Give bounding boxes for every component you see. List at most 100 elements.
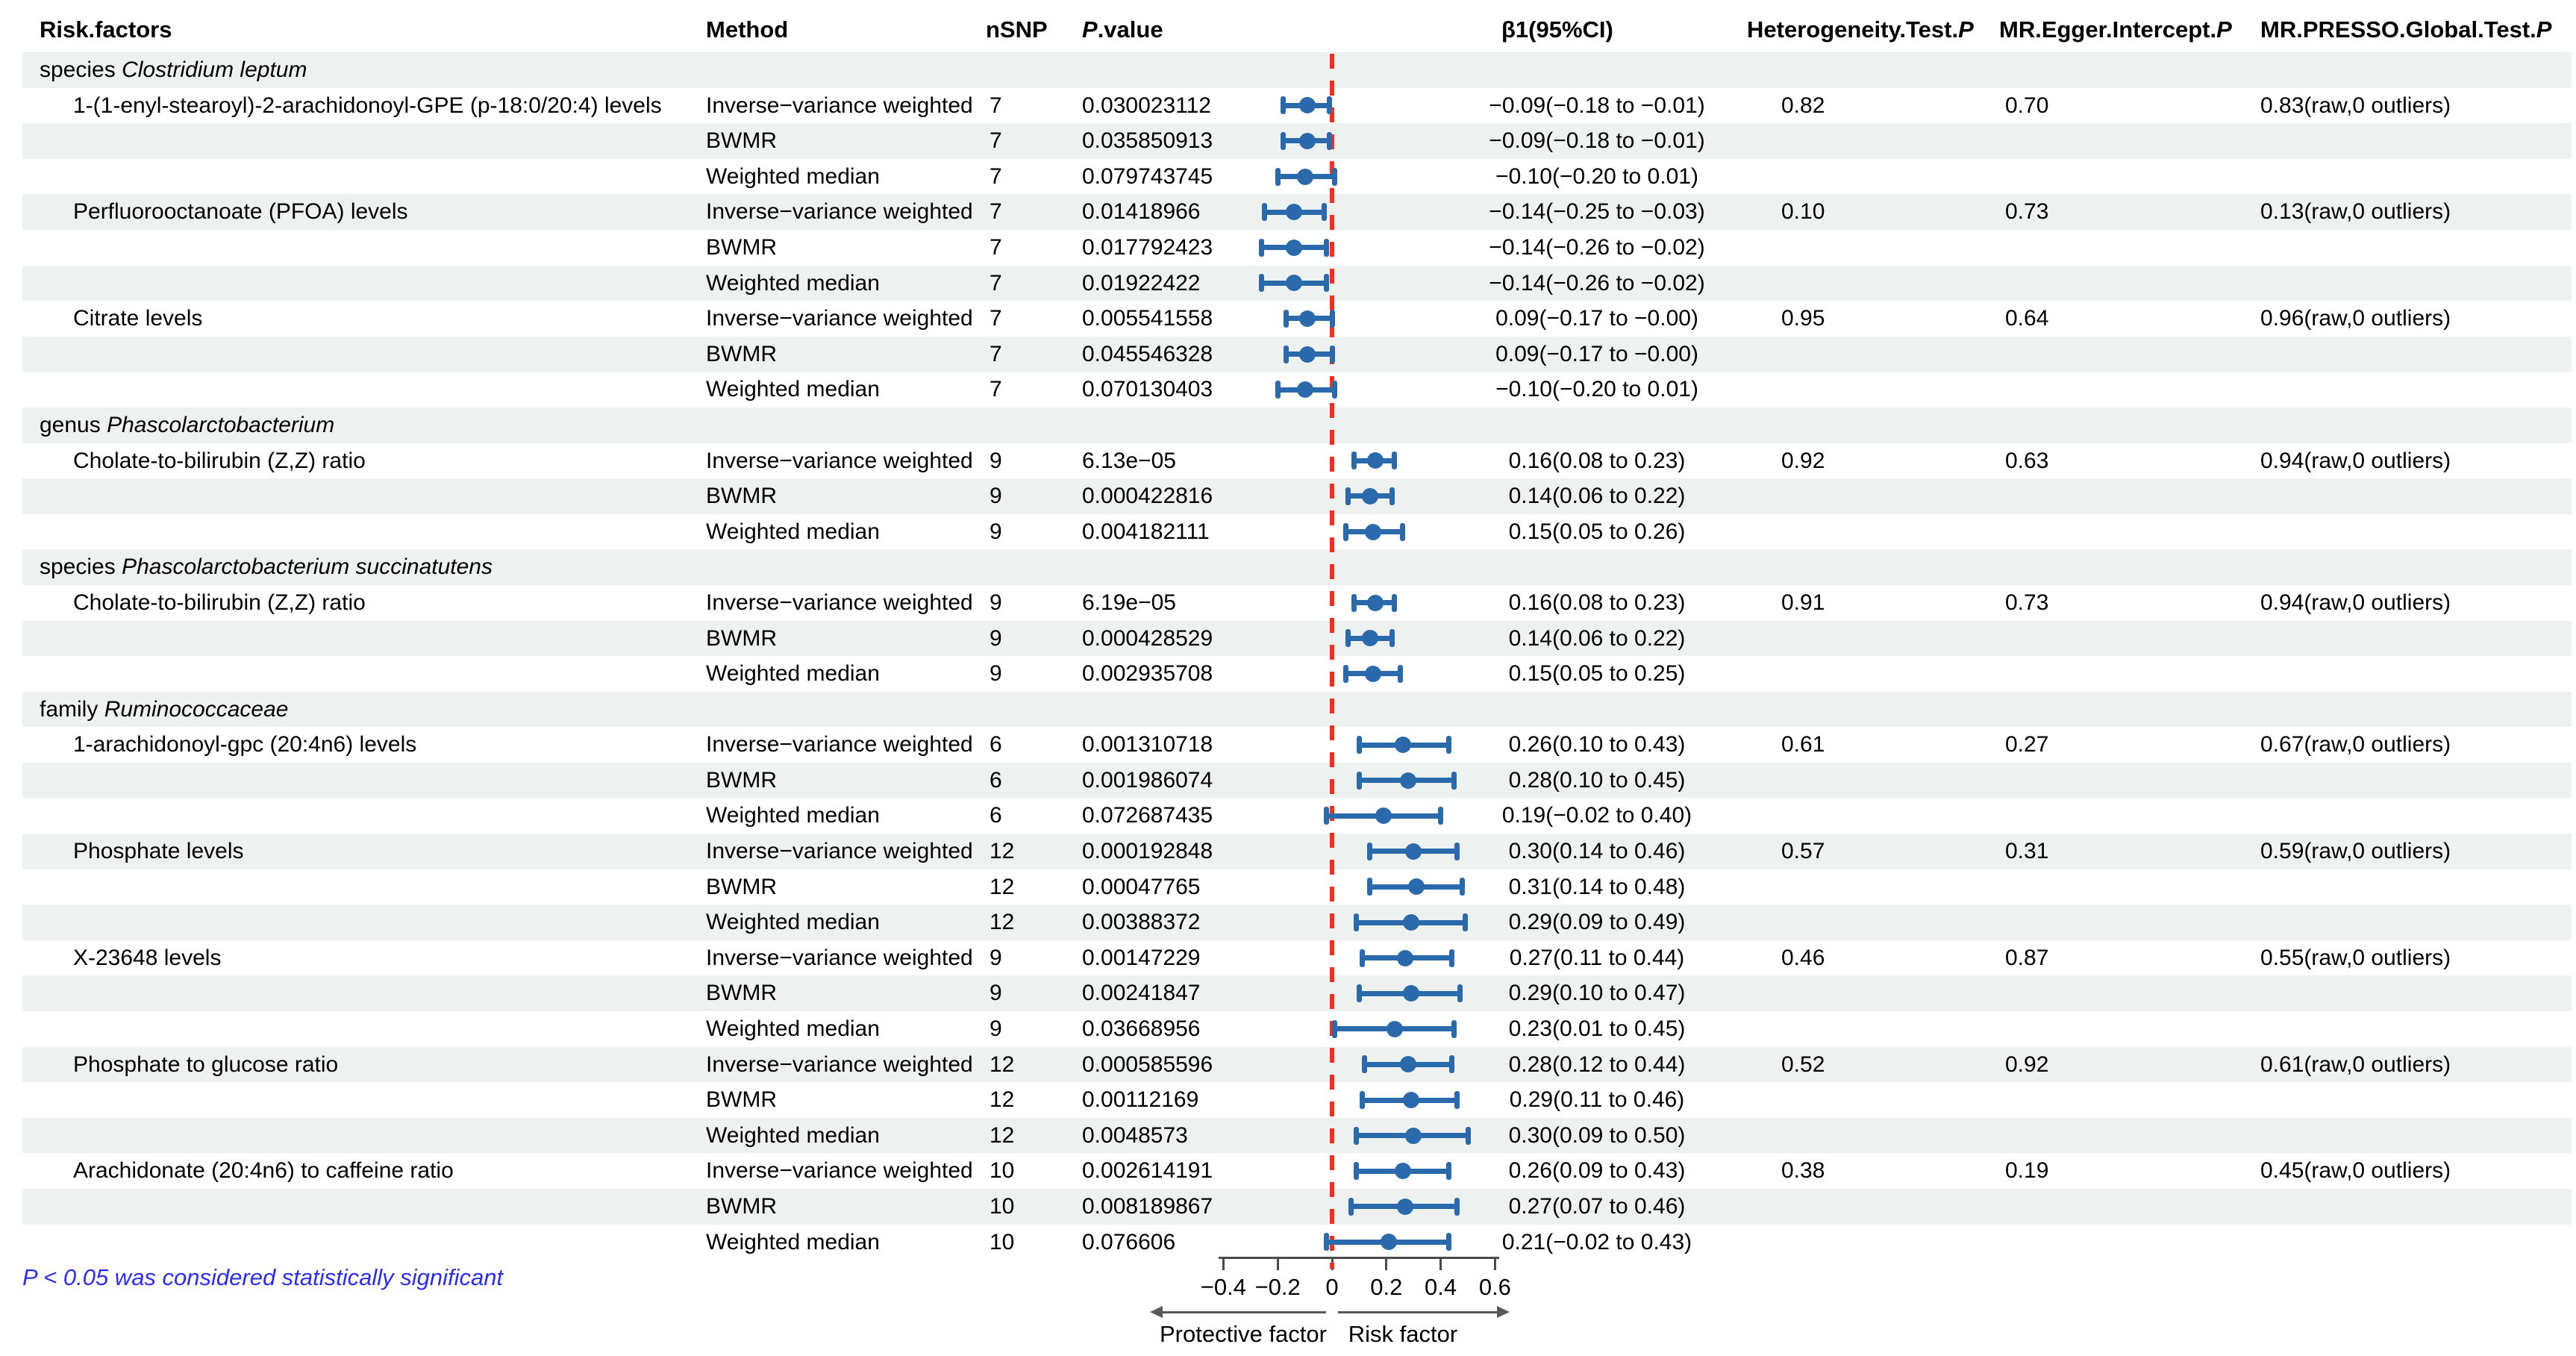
beta-ci-text: 0.23(0.01 to 0.45): [1508, 1016, 1686, 1042]
ci-cap-high: [1332, 167, 1338, 186]
egger-italic-p: P: [2216, 16, 2232, 43]
het-prefix: Heterogeneity.Test.: [1747, 16, 1959, 43]
ci-cap-high: [1460, 878, 1466, 896]
pvalue-value: 0.002935708: [1082, 661, 1213, 687]
x-axis-line: [1219, 1257, 1499, 1259]
egger-intercept-p-value: 0.87: [2005, 945, 2049, 970]
pvalue-value: 0.000428529: [1082, 625, 1213, 651]
method-label: Inverse−variance weighted: [706, 199, 973, 225]
presso-italic-p: P: [2536, 16, 2552, 43]
table-row: BWMR 9 0.000428529 0.14(0.06 to 0.22): [0, 620, 2576, 657]
ci-cap-high: [1397, 664, 1403, 683]
ci-cap-low: [1354, 1126, 1360, 1145]
group-row: species Phascolarctobacterium succinatut…: [0, 549, 2576, 585]
table-row: X-23648 levels Inverse−variance weighted 9…: [0, 940, 2576, 976]
table-row: 1-(1-enyl-stearoyl)-2-arachidonoyl-GPE (…: [0, 88, 2576, 124]
col-header-egger: MR.Egger.Intercept.P: [1999, 16, 2232, 43]
egger-intercept-p-value: 0.70: [2005, 93, 2049, 118]
pvalue-value: 0.00147229: [1082, 945, 1201, 970]
ci-marker: [1157, 1189, 1515, 1225]
pvalue-value: 0.076606: [1082, 1229, 1176, 1255]
ci-cap-low: [1345, 629, 1351, 648]
ci-cap-low: [1280, 131, 1286, 150]
method-label: BWMR: [706, 484, 777, 509]
ci-cap-low: [1367, 842, 1373, 860]
ci-cap-high: [1451, 771, 1457, 790]
presso-global-p-value: 0.55(raw,0 outliers): [2260, 945, 2451, 970]
beta-ci-text: 0.29(0.11 to 0.46): [1509, 1087, 1685, 1113]
point-estimate-dot: [1397, 1198, 1414, 1215]
table-row: Citrate levels Inverse−variance weighted 7…: [0, 301, 2576, 337]
nsnp-value: 6: [990, 732, 1002, 757]
col-header-presso: MR.PRESSO.Global.Test.P: [2260, 16, 2551, 43]
method-label: Weighted median: [706, 519, 880, 544]
ci-marker: [1157, 1225, 1515, 1260]
pvalue-value: 0.00241847: [1082, 981, 1201, 1006]
method-label: Inverse−variance weighted: [706, 1158, 973, 1184]
nsnp-value: 7: [990, 270, 1002, 296]
ci-cap-high: [1451, 1019, 1457, 1038]
ci-cap-high: [1329, 309, 1335, 328]
heterogeneity-p-value: 0.82: [1781, 93, 1825, 118]
pvalue-value: 0.000192848: [1082, 839, 1213, 864]
ci-cap-high: [1465, 1126, 1471, 1145]
ci-marker: [1157, 230, 1515, 266]
ci-cap-high: [1332, 381, 1338, 399]
pvalue-value: 0.002614191: [1082, 1158, 1213, 1184]
beta-ci-text: −0.10(−0.20 to 0.01): [1495, 163, 1698, 189]
ci-marker: [1157, 727, 1515, 763]
ci-cap-low: [1275, 381, 1281, 399]
table-row: Weighted median 9 0.03668956 0.23(0.01 to 0…: [0, 1011, 2576, 1047]
ci-cap-high: [1446, 1162, 1452, 1181]
ci-cap-low: [1342, 522, 1348, 541]
method-label: BWMR: [706, 341, 777, 366]
ci-marker: [1157, 940, 1515, 976]
x-axis-tick-label: 0.6: [1478, 1274, 1511, 1300]
point-estimate-dot: [1402, 1092, 1419, 1109]
nsnp-value: 7: [990, 306, 1002, 331]
beta-ci-text: 0.16(0.08 to 0.23): [1508, 448, 1686, 473]
table-row: BWMR 7 0.045546328 0.09(−0.17 to −0.00): [0, 336, 2576, 372]
beta-ci-text: 0.15(0.05 to 0.25): [1508, 661, 1686, 687]
presso-global-p-value: 0.96(raw,0 outliers): [2260, 306, 2451, 331]
risk-factor-label: Citrate levels: [73, 306, 203, 331]
risk-factor-label: Cholate-to-bilirubin (Z,Z) ratio: [73, 590, 366, 615]
method-label: BWMR: [706, 625, 777, 651]
table-row: BWMR 12 0.00047765 0.31(0.14 to 0.48): [0, 869, 2576, 905]
beta-ci-text: 0.14(0.06 to 0.22): [1508, 625, 1686, 651]
table-row: BWMR 7 0.035850913 −0.09(−0.18 to −0.01): [0, 123, 2576, 159]
ci-cap-high: [1446, 1233, 1452, 1252]
method-label: Weighted median: [706, 163, 880, 189]
ci-marker: [1157, 834, 1515, 869]
col-header-nsnp: nSNP: [986, 16, 1048, 43]
beta-ci-text: 0.14(0.06 to 0.22): [1508, 484, 1686, 509]
pvalue-value: 0.030023112: [1082, 93, 1211, 118]
ci-marker: [1157, 88, 1515, 124]
taxon-rank: genus: [40, 412, 107, 437]
table-row: Weighted median 10 0.076606 0.21(−0.02 to 0…: [0, 1225, 2576, 1260]
ci-cap-high: [1324, 238, 1330, 257]
ci-cap-high: [1446, 736, 1452, 754]
x-axis-tick: [1493, 1257, 1496, 1270]
heterogeneity-p-value: 0.92: [1781, 448, 1825, 473]
presso-prefix: MR.PRESSO.Global.Test.: [2260, 16, 2536, 43]
egger-intercept-p-value: 0.73: [2005, 199, 2049, 225]
point-estimate-dot: [1296, 381, 1313, 399]
nsnp-value: 6: [990, 803, 1002, 828]
presso-global-p-value: 0.94(raw,0 outliers): [2260, 448, 2451, 473]
method-label: Weighted median: [706, 377, 880, 402]
heterogeneity-p-value: 0.61: [1781, 732, 1825, 757]
nsnp-value: 9: [990, 625, 1002, 651]
method-label: Weighted median: [706, 910, 880, 935]
method-label: Inverse−variance weighted: [706, 945, 973, 970]
x-axis-tick-label: 0.4: [1425, 1274, 1457, 1300]
pvalue-value: 0.00047765: [1082, 874, 1201, 899]
ci-cap-high: [1454, 1197, 1460, 1216]
pvalue-value: 0.070130403: [1082, 377, 1213, 402]
point-estimate-dot: [1299, 97, 1316, 114]
table-row: Perfluorooctanoate (PFOA) levels Inverse−…: [0, 194, 2576, 230]
ci-cap-high: [1462, 913, 1468, 932]
pvalue-value: 0.00112169: [1082, 1087, 1199, 1113]
ci-marker: [1157, 975, 1515, 1011]
